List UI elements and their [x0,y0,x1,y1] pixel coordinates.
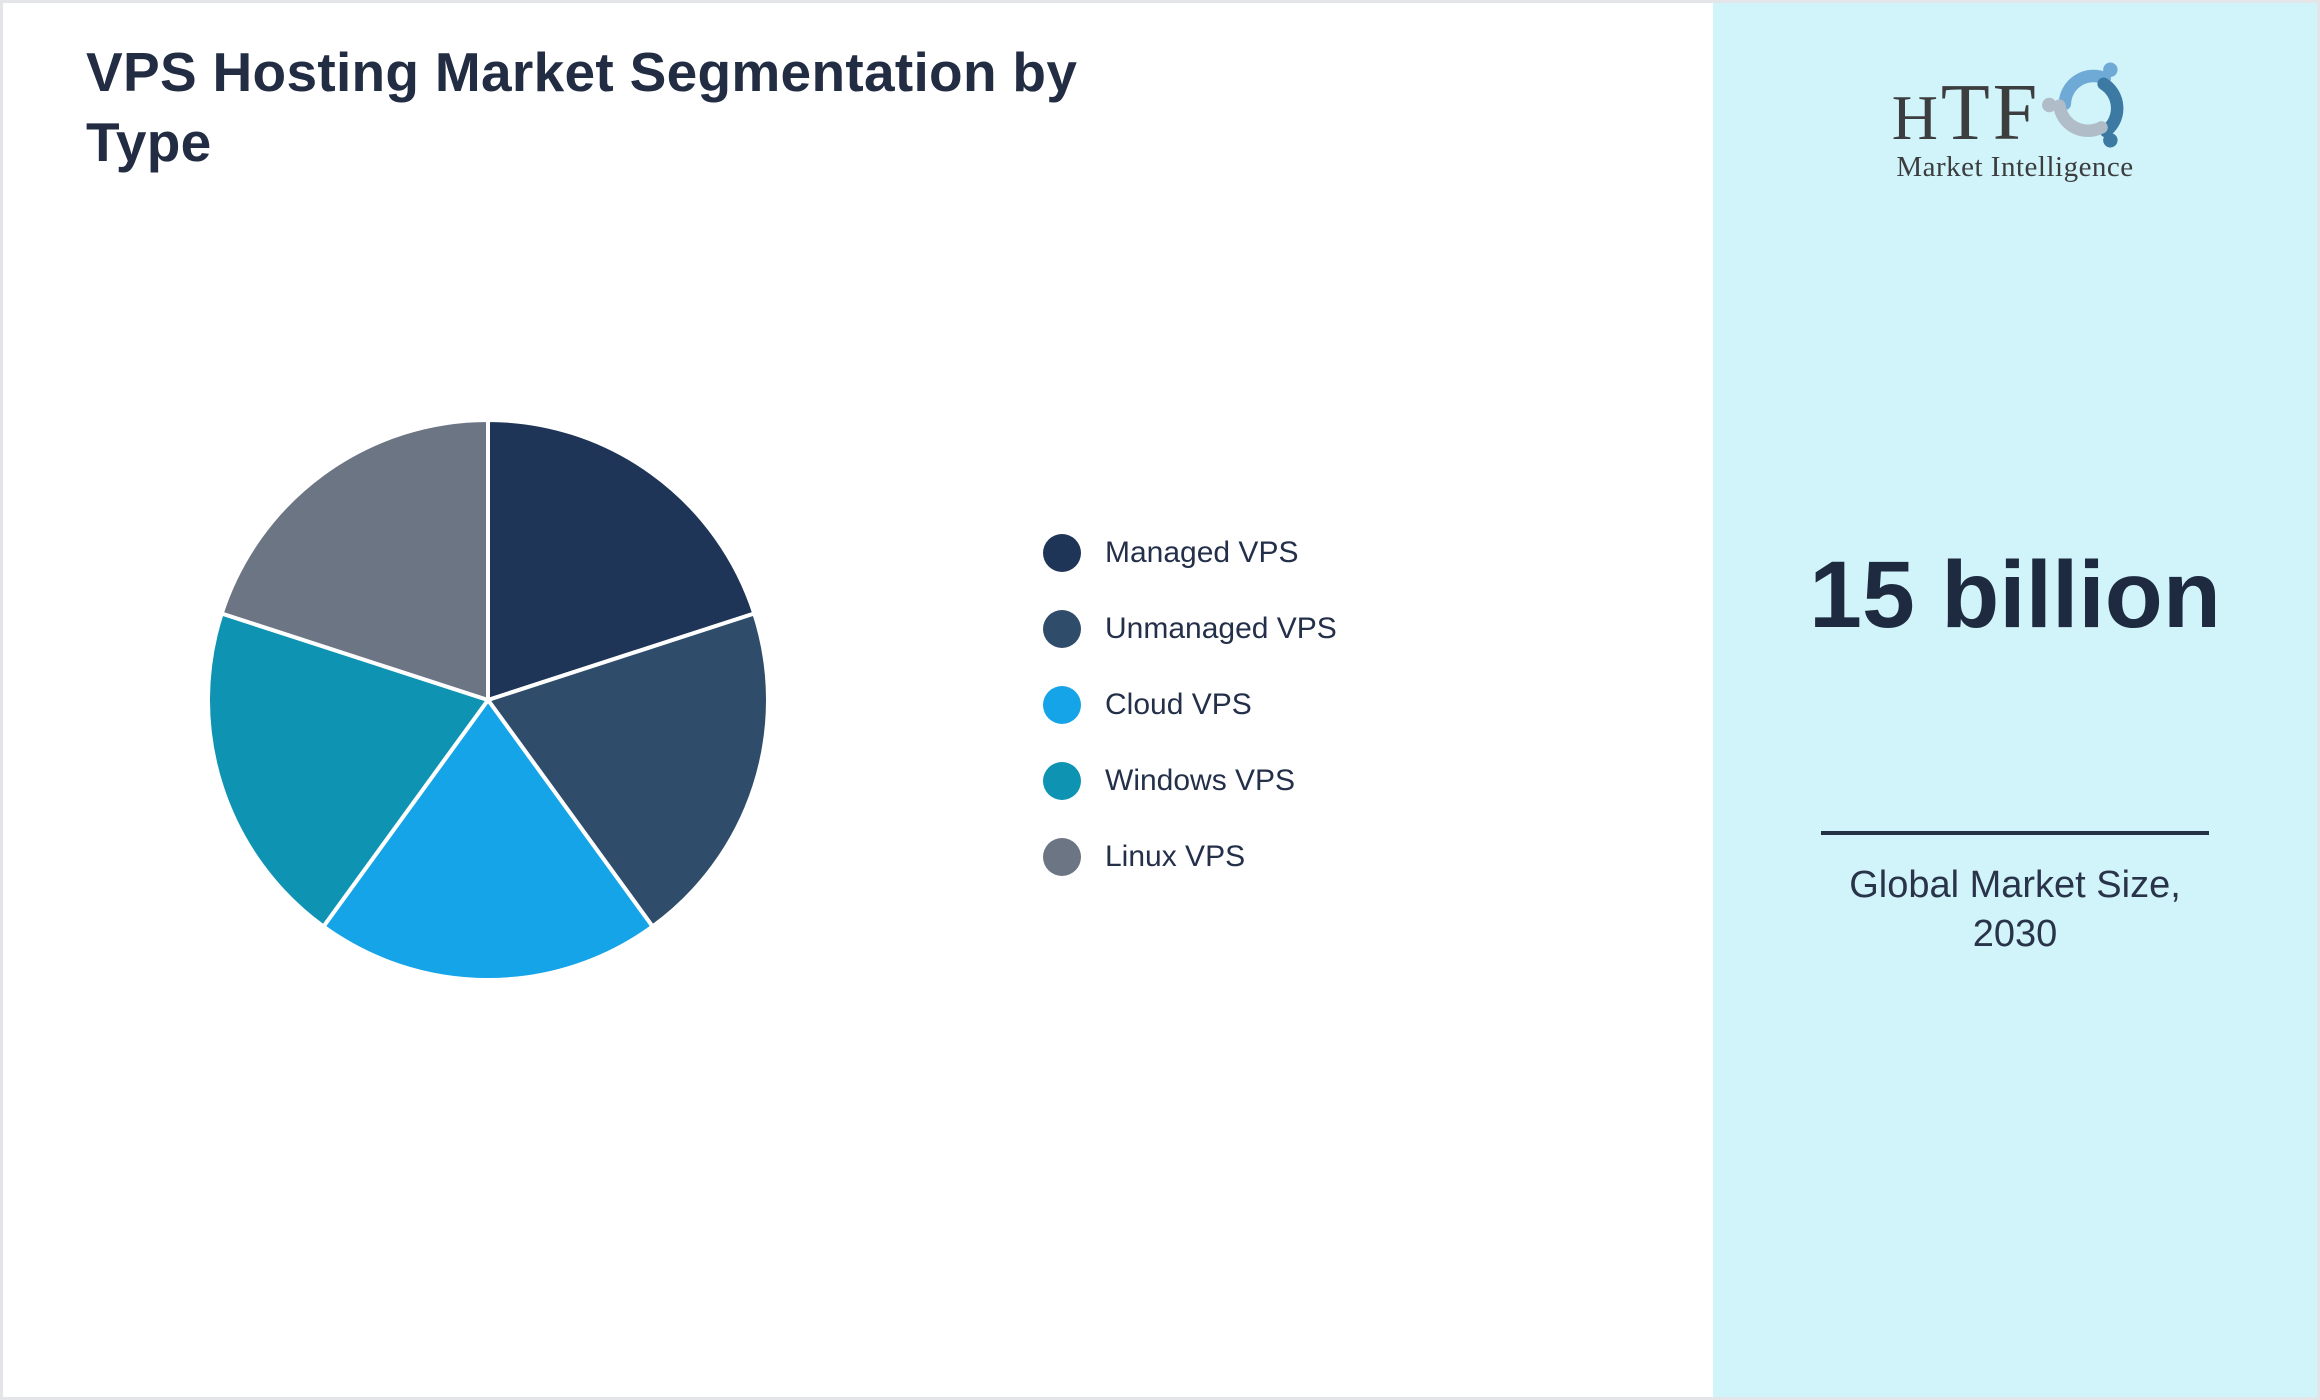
market-size-value: 15 billion [1809,542,2221,648]
legend-swatch-icon [1043,686,1081,724]
legend-item: Managed VPS [1043,534,1337,572]
legend-swatch-icon [1043,762,1081,800]
dolphin-swirl-icon [2042,62,2124,148]
legend-label: Managed VPS [1105,536,1299,569]
legend-swatch-icon [1043,838,1081,876]
pie-slice-unmanaged-vps [486,611,770,929]
chart-title: VPS Hosting Market Segmentation by Type [86,41,1078,173]
pie-chart [206,418,770,982]
legend-swatch-icon [1043,610,1081,648]
logo-subtext: Market Intelligence [1896,151,2134,183]
legend-item: Windows VPS [1043,762,1337,800]
logo-row: HTF [1713,62,2317,157]
pie-slice-windows-vps [206,611,490,929]
legend-label: Unmanaged VPS [1105,612,1337,645]
htf-logo: HTF Market Intelligence [1713,62,2317,184]
sidebar: HTF Market Intelligence [1713,3,2317,1397]
logo-text: HTF [1891,69,2041,157]
legend-item: Linux VPS [1043,838,1337,876]
pie-slice-cloud-vps [321,698,655,982]
legend-item: Cloud VPS [1043,686,1337,724]
chart-panel: VPS Hosting Market Segmentation by Type … [3,3,1713,1397]
chart-legend: Managed VPS Unmanaged VPS Cloud VPS Windows… [1043,534,1337,914]
market-size-label: Global Market Size, 2030 [1849,864,2181,956]
divider [1821,831,2209,835]
legend-swatch-icon [1043,534,1081,572]
legend-label: Windows VPS [1105,764,1296,797]
legend-label: Cloud VPS [1105,688,1252,721]
pie-slice-linux-vps [219,418,490,702]
pie-slice-managed-vps [486,418,757,702]
legend-label: Linux VPS [1105,840,1246,873]
legend-item: Unmanaged VPS [1043,610,1337,648]
